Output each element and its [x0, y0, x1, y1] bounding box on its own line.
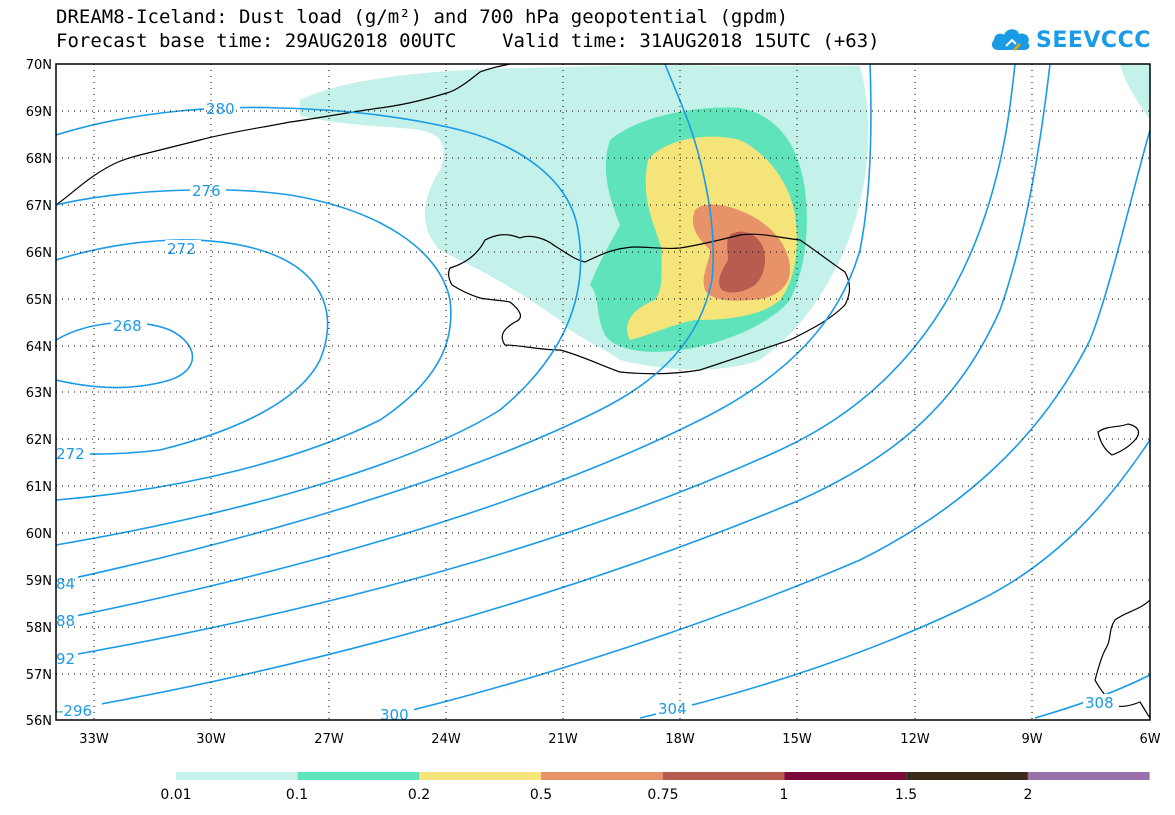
lat-label: 57N — [26, 668, 52, 683]
lat-label: 56N — [26, 714, 52, 729]
iceland-coast — [448, 233, 851, 375]
lon-label: 30W — [196, 732, 226, 747]
logo-text: SEEVCCC — [1036, 27, 1151, 53]
lat-label: 65N — [26, 293, 52, 308]
contour-label: 276 — [192, 182, 221, 200]
lon-label: 33W — [79, 732, 109, 747]
lon-label: 9W — [1021, 732, 1042, 747]
lat-label: 64N — [26, 340, 52, 355]
contour-label: -296 — [58, 702, 92, 720]
contour-280 — [56, 106, 582, 546]
lat-label: 67N — [26, 199, 52, 214]
scotland-coast — [1094, 599, 1150, 719]
contour-label: 304 — [658, 700, 687, 718]
contour-296 — [56, 64, 1051, 713]
contour-labels: 280 276 272 268 272 84 88 92 -296 300 30… — [56, 100, 1119, 724]
contour-284 — [56, 64, 715, 583]
lat-label: 61N — [26, 480, 52, 495]
lat-label: 69N — [26, 105, 52, 120]
lat-label: 62N — [26, 433, 52, 448]
contour-label: 92 — [56, 650, 75, 668]
contour-label: 300 — [380, 706, 409, 724]
contour-label: 272 — [167, 240, 196, 258]
seevccc-logo: SEEVCCC — [990, 20, 1151, 60]
dust-shading — [300, 64, 1150, 370]
contour-288 — [56, 64, 872, 621]
longitude-labels: 33W 30W 27W 24W 21W 18W 15W 12W 9W 6W — [79, 732, 1160, 747]
lon-label: 24W — [431, 732, 461, 747]
lat-label: 58N — [26, 621, 52, 636]
faroe-coast — [1097, 423, 1140, 456]
contour-label: 308 — [1085, 694, 1114, 712]
lon-label: 18W — [665, 732, 695, 747]
lat-label: 60N — [26, 527, 52, 542]
dust-level-0.75 — [719, 231, 766, 293]
lat-label: 63N — [26, 386, 52, 401]
contour-292 — [56, 64, 1016, 659]
lon-label: 21W — [548, 732, 578, 747]
contour-label: 84 — [56, 575, 75, 593]
contour-label: 272 — [56, 445, 85, 463]
lat-label: 68N — [26, 152, 52, 167]
lat-label: 70N — [26, 58, 52, 73]
plot-frame — [55, 63, 1151, 721]
contour-268 — [56, 321, 194, 389]
plot-area: 280 276 272 268 272 84 88 92 -296 300 30… — [56, 64, 1150, 724]
contour-label: 268 — [113, 317, 142, 335]
contour-label: 88 — [56, 612, 75, 630]
lon-label: 12W — [900, 732, 930, 747]
contour-304 — [639, 439, 1150, 719]
cloud-icon — [991, 29, 1030, 51]
dust-level-0.01-patch — [1120, 64, 1150, 120]
latitude-labels: 70N 69N 68N 67N 66N 65N 64N 63N 62N 61N … — [26, 58, 52, 729]
greenland-coast — [56, 64, 511, 206]
lon-label: 15W — [782, 732, 812, 747]
contour-300 — [379, 129, 1150, 719]
lon-label: 6W — [1139, 732, 1160, 747]
map-title: DREAM8-Iceland: Dust load (g/m²) and 700… — [56, 6, 789, 28]
lon-label: 27W — [314, 732, 344, 747]
lat-label: 66N — [26, 246, 52, 261]
map-subtitle: Forecast base time: 29AUG2018 00UTC Vali… — [56, 30, 880, 52]
lat-label: 59N — [26, 574, 52, 589]
graticule — [56, 64, 1150, 720]
coastlines — [56, 64, 1150, 719]
contour-label: 280 — [206, 100, 235, 118]
